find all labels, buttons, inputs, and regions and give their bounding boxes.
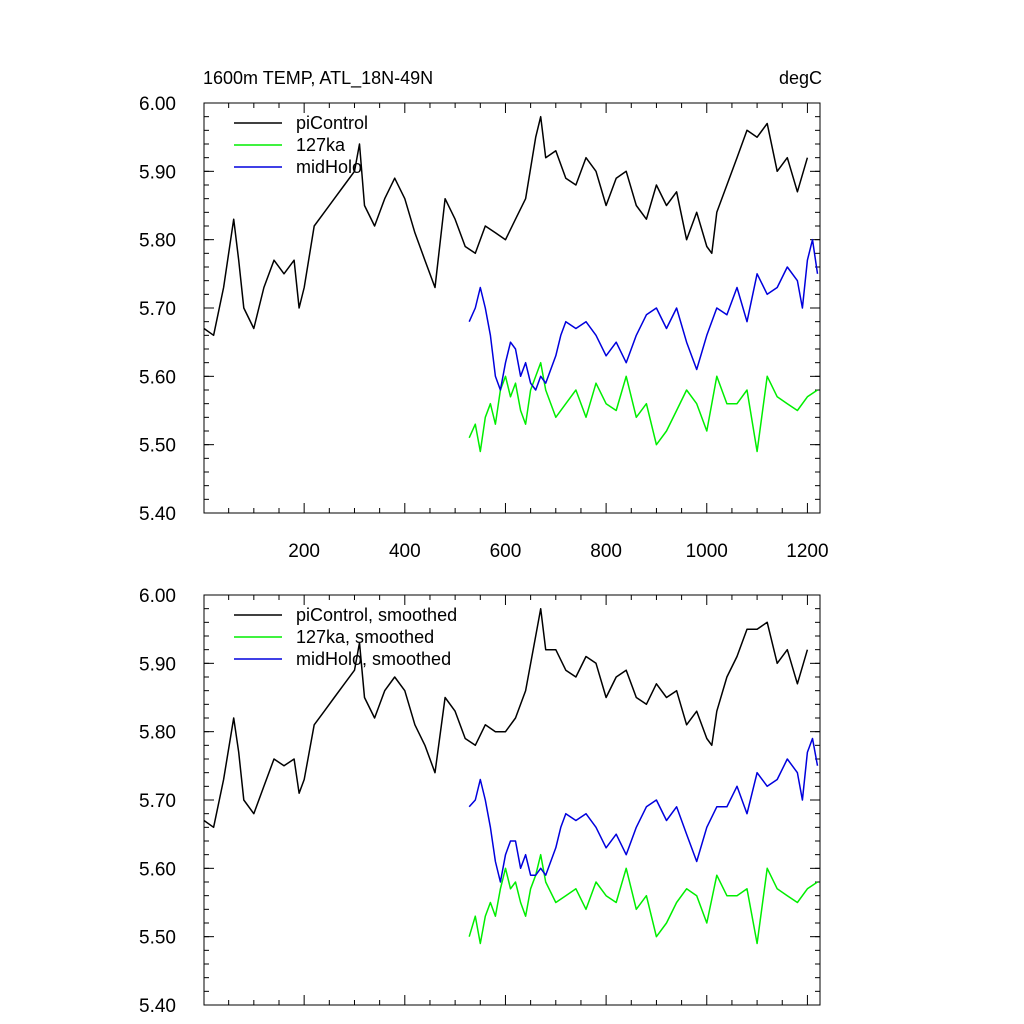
series-line-127ka xyxy=(468,853,818,945)
legend-label: 127ka, smoothed xyxy=(296,627,434,647)
y-tick-label: 6.00 xyxy=(139,586,176,607)
x-tick-label: 200 xyxy=(288,541,320,562)
y-tick-label: 5.90 xyxy=(139,162,176,183)
y-tick-label: 5.50 xyxy=(139,436,176,457)
y-tick-label: 5.50 xyxy=(139,928,176,949)
series-line-picontrol xyxy=(203,607,809,829)
y-tick-label: 5.80 xyxy=(139,723,176,744)
legend-label: midHolo, smoothed xyxy=(296,649,451,669)
units-label: degC xyxy=(779,68,822,88)
top-panel: 5.40 5.50 5.60 5.70 5.80 5.90 6.00 200 400 600 800… xyxy=(139,94,829,562)
x-tick-label: 600 xyxy=(490,541,522,562)
chart-title: 1600m TEMP, ATL_18N-49N xyxy=(203,68,433,89)
y-tick-label: 5.60 xyxy=(139,859,176,880)
y-tick-label: 6.00 xyxy=(139,94,176,115)
bottom-axis-ticks: 5.40 5.50 5.60 5.70 5.80 5.90 6.00 xyxy=(139,586,820,1017)
bottom-panel: 5.40 5.50 5.60 5.70 5.80 5.90 6.00 piControl, … xyxy=(139,586,821,1017)
y-tick-label: 5.40 xyxy=(139,504,176,525)
y-tick-label: 5.40 xyxy=(139,996,176,1017)
series-line-midholo xyxy=(468,737,819,883)
series-line-127ka xyxy=(468,361,818,453)
top-axis-ticks: 5.40 5.50 5.60 5.70 5.80 5.90 6.00 200 400 600 800… xyxy=(139,94,829,562)
y-tick-label: 5.80 xyxy=(139,231,176,252)
x-tick-label: 1200 xyxy=(786,541,828,562)
series-line-midholo xyxy=(468,238,819,391)
y-tick-label: 5.90 xyxy=(139,654,176,675)
top-series-group xyxy=(203,115,819,453)
x-tick-label: 1000 xyxy=(686,541,728,562)
bottom-series-group xyxy=(203,607,819,945)
y-tick-label: 5.60 xyxy=(139,367,176,388)
series-line-picontrol xyxy=(203,115,809,337)
legend-label: midHolo xyxy=(296,157,362,177)
y-tick-label: 5.70 xyxy=(139,791,176,812)
y-tick-label: 5.70 xyxy=(139,299,176,320)
x-tick-label: 800 xyxy=(590,541,622,562)
legend-label: 127ka xyxy=(296,135,346,155)
legend-label: piControl xyxy=(296,113,368,133)
x-tick-label: 400 xyxy=(389,541,421,562)
legend-label: piControl, smoothed xyxy=(296,605,457,625)
